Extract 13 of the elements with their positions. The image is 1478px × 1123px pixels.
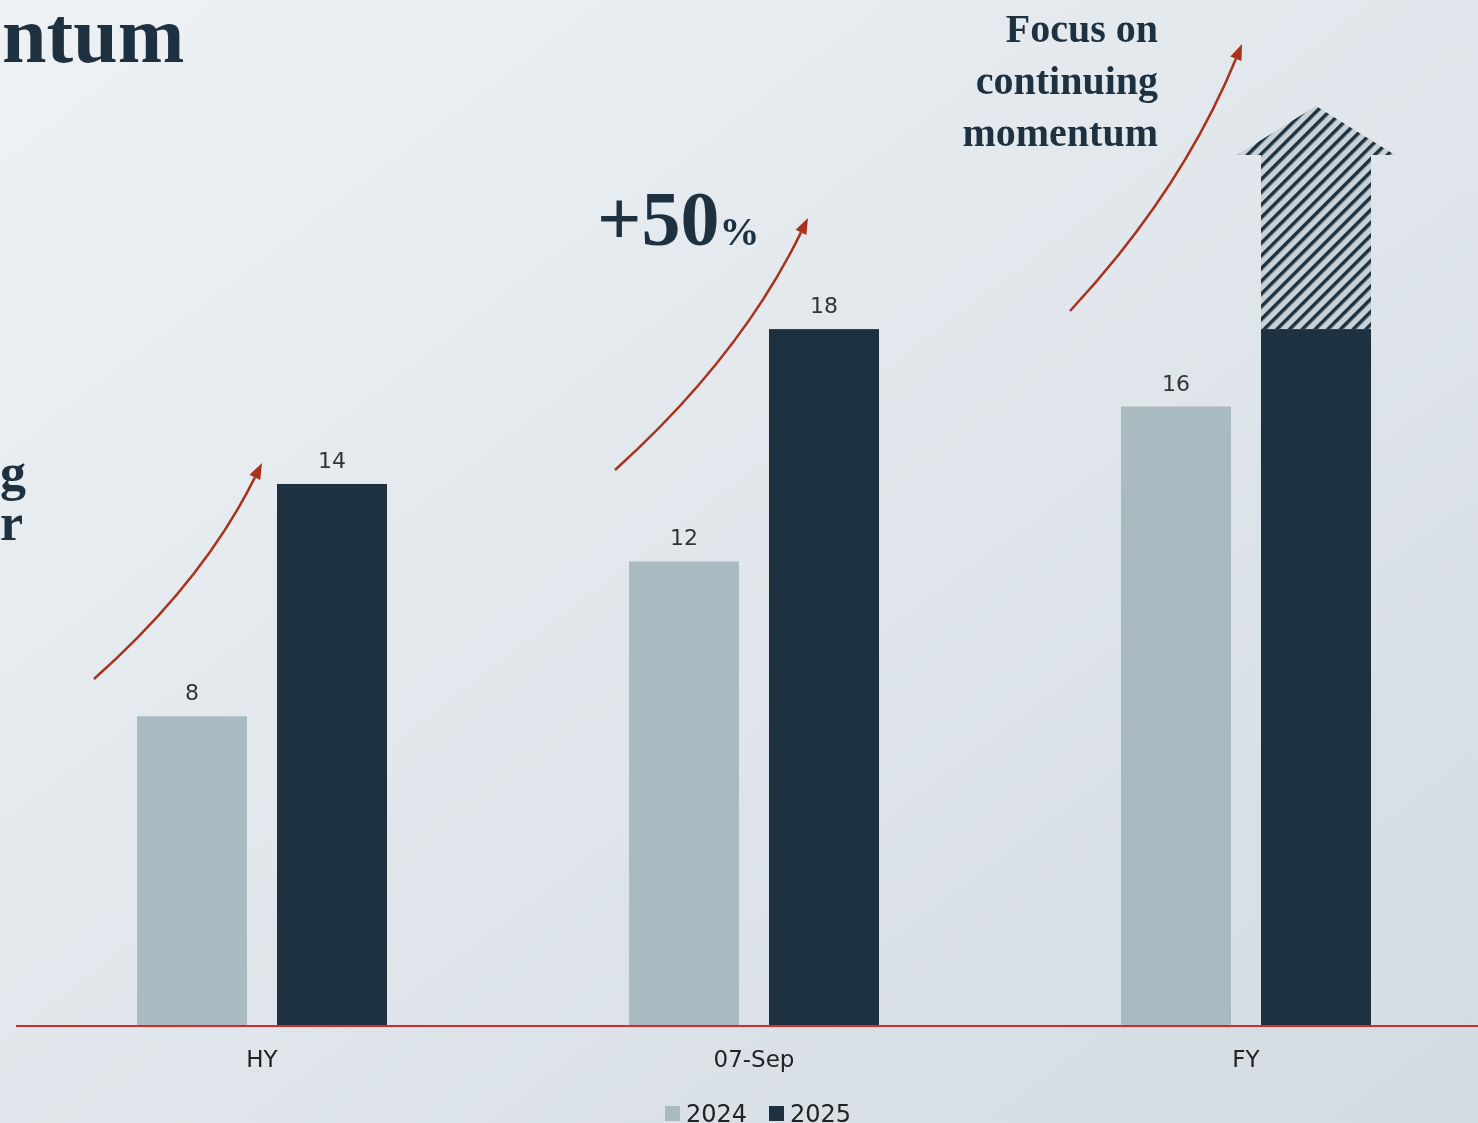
x-tick-label: 07-Sep — [713, 1046, 795, 1072]
annotation: +50% — [597, 175, 760, 262]
legend-label: 2025 — [790, 1100, 852, 1123]
data-label: 8 — [185, 680, 199, 706]
data-label: 14 — [318, 447, 346, 473]
chart-title: ntum — [2, 0, 185, 79]
legend-label: 2024 — [686, 1100, 748, 1123]
data-label: 18 — [810, 293, 838, 319]
data-label: 16 — [1162, 370, 1190, 396]
annotation: Focus on continuing momentum — [962, 6, 1158, 155]
x-tick-label: FY — [1232, 1046, 1261, 1072]
data-label: 12 — [670, 525, 698, 551]
x-tick-label: HY — [246, 1046, 279, 1072]
